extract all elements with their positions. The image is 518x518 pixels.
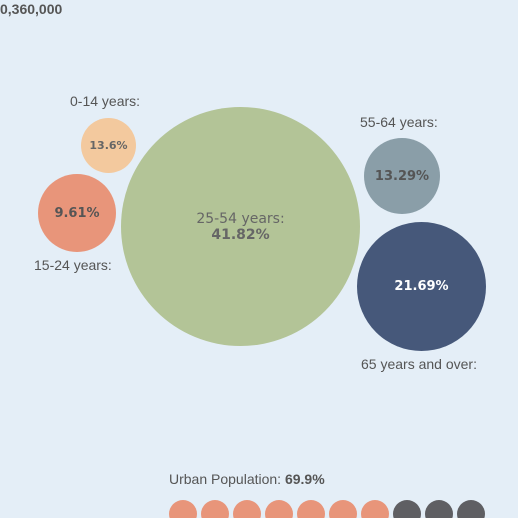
bubble-age-65-over: 21.69%	[357, 222, 486, 351]
bubble-age-25-54: 25-54 years: 41.82%	[121, 107, 360, 346]
bubble-value-55-64: 13.29%	[374, 168, 430, 184]
urban-dot	[297, 500, 325, 518]
urban-population-dots	[169, 500, 485, 518]
urban-dot	[329, 500, 357, 518]
urban-dot	[361, 500, 389, 518]
rural-dot	[425, 500, 453, 518]
total-population-figure: 0,360,000	[0, 1, 63, 17]
age-label-65-over: 65 years and over:	[361, 356, 477, 372]
age-label-25-54: 25-54 years:	[196, 210, 285, 227]
urban-dot	[169, 500, 197, 518]
urban-dot	[201, 500, 229, 518]
bubble-value-25-54: 41.82%	[211, 226, 270, 243]
age-label-0-14: 0-14 years:	[70, 93, 141, 109]
urban-population-caption: Urban Population: 69.9%	[169, 471, 325, 487]
age-label-55-64: 55-64 years:	[360, 114, 438, 130]
bubble-value-0-14: 13.6%	[89, 139, 128, 152]
bubble-age-55-64: 13.29%	[364, 138, 440, 214]
urban-population-value: 69.9%	[284, 471, 325, 487]
rural-dot	[457, 500, 485, 518]
urban-population-label: Urban Population:	[169, 471, 282, 487]
bubble-value-65-over: 21.69%	[394, 279, 449, 294]
bubble-age-0-14: 13.6%	[81, 118, 136, 173]
bubble-value-15-24: 9.61%	[54, 205, 100, 221]
age-label-15-24: 15-24 years:	[34, 257, 112, 273]
urban-dot	[233, 500, 261, 518]
bubble-age-15-24: 9.61%	[38, 174, 116, 252]
rural-dot	[393, 500, 421, 518]
urban-dot	[265, 500, 293, 518]
